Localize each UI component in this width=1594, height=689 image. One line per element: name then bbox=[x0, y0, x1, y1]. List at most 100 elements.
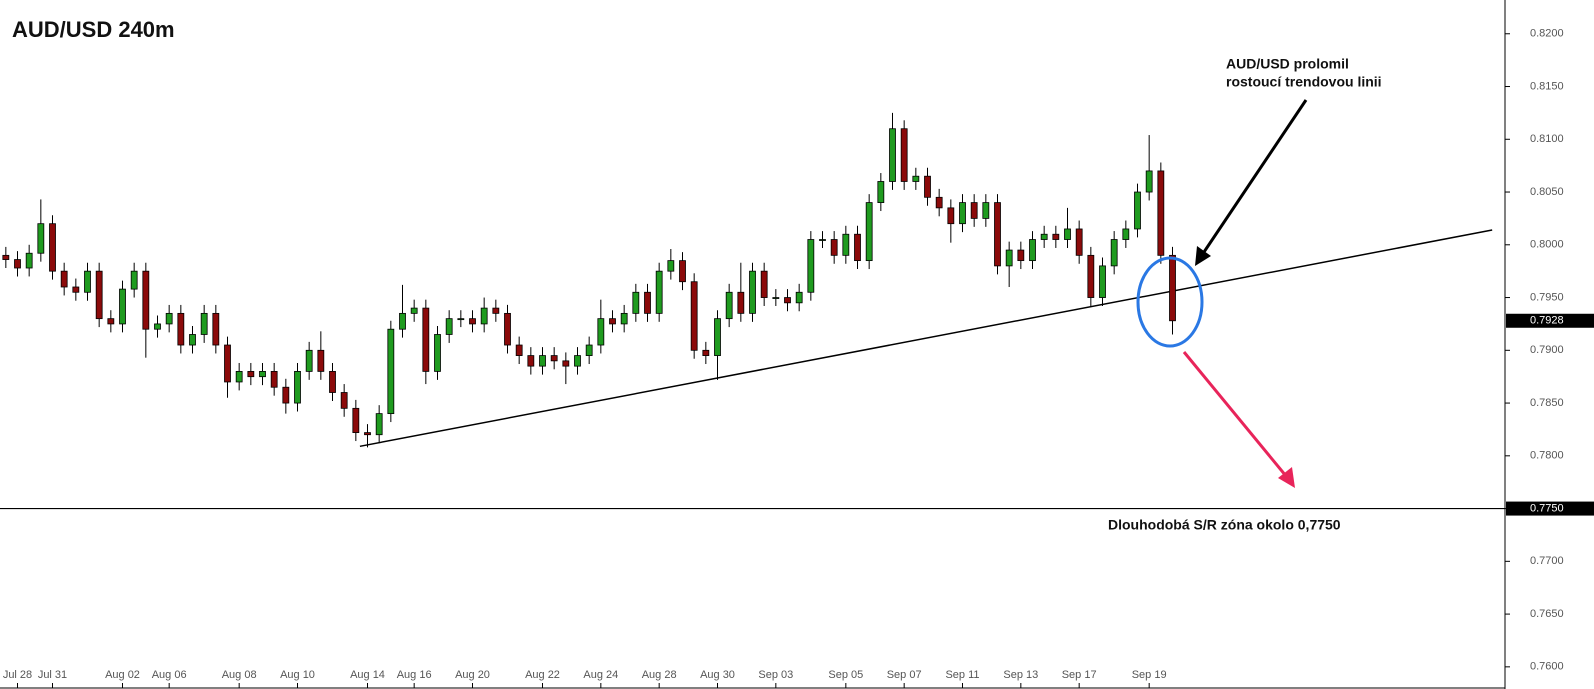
candle-body bbox=[1017, 249, 1025, 262]
y-tick-label: 0.7950 bbox=[1530, 291, 1564, 303]
candle-body bbox=[807, 239, 815, 293]
candle-body bbox=[970, 202, 978, 219]
candle-body bbox=[60, 270, 68, 288]
candle-body bbox=[130, 270, 138, 290]
candle-body bbox=[95, 270, 103, 320]
candle-body bbox=[270, 371, 278, 388]
candle-body bbox=[2, 254, 10, 260]
candle-body bbox=[1064, 228, 1071, 240]
x-tick-label: Sep 07 bbox=[887, 669, 922, 681]
x-tick-label: Aug 02 bbox=[105, 669, 140, 681]
candle-body bbox=[352, 407, 360, 434]
candle-body bbox=[480, 307, 488, 325]
candle-body bbox=[749, 270, 756, 314]
x-tick-label: Sep 05 bbox=[828, 669, 863, 681]
black-arrow bbox=[1200, 99, 1308, 256]
candle-body bbox=[1134, 191, 1141, 230]
candle-body bbox=[1075, 228, 1083, 256]
candle-body bbox=[562, 360, 570, 367]
candle-body bbox=[632, 291, 640, 314]
candle-body bbox=[935, 196, 943, 209]
y-tick-label: 0.8050 bbox=[1530, 186, 1564, 198]
y-tick-label: 0.7600 bbox=[1530, 661, 1564, 673]
candle-body bbox=[200, 312, 208, 335]
candle-body bbox=[1087, 254, 1095, 298]
candle-body bbox=[107, 318, 115, 325]
y-tick-label: 0.8200 bbox=[1530, 28, 1564, 40]
candle-body bbox=[49, 223, 56, 272]
candle-body bbox=[224, 344, 231, 383]
candle-body bbox=[305, 349, 313, 372]
candle-body bbox=[364, 432, 371, 436]
candle-body bbox=[1029, 239, 1036, 262]
candle-body bbox=[982, 202, 990, 219]
annotation: AUD/USD prolomil bbox=[1226, 56, 1349, 72]
candle-body bbox=[819, 239, 826, 241]
candle-body bbox=[504, 312, 511, 346]
candle-body bbox=[410, 307, 418, 314]
candle-body bbox=[644, 291, 651, 314]
y-tick-label: 0.7850 bbox=[1530, 397, 1564, 409]
chart-title: AUD/USD 240m bbox=[12, 17, 175, 42]
y-tick-label: 0.7800 bbox=[1530, 450, 1564, 462]
candle-body bbox=[329, 371, 336, 393]
candle-body bbox=[1122, 228, 1130, 240]
x-tick-label: Sep 11 bbox=[945, 669, 979, 681]
red-arrow bbox=[1182, 351, 1288, 477]
x-tick-label: Aug 30 bbox=[700, 669, 735, 681]
x-tick-label: Aug 28 bbox=[642, 669, 677, 681]
candle-body bbox=[25, 252, 33, 269]
x-tick-label: Jul 31 bbox=[38, 669, 67, 681]
x-tick-label: Jul 28 bbox=[3, 669, 32, 681]
candle-body bbox=[690, 281, 698, 351]
candle-body bbox=[37, 223, 45, 254]
x-tick-label: Aug 06 bbox=[152, 669, 187, 681]
candle-body bbox=[714, 318, 721, 356]
candle-body bbox=[189, 334, 196, 346]
annotation: rostoucí trendovou linii bbox=[1226, 74, 1382, 90]
candle-body bbox=[994, 202, 1001, 267]
candle-body bbox=[259, 371, 266, 378]
candle-body bbox=[154, 323, 161, 330]
candle-body bbox=[550, 355, 558, 362]
candle-body bbox=[235, 371, 243, 383]
y-tick-label: 0.7700 bbox=[1530, 555, 1564, 567]
y-tick-label: 0.8150 bbox=[1530, 80, 1564, 92]
candle-body bbox=[574, 355, 581, 367]
candle-body bbox=[177, 312, 185, 346]
candle-body bbox=[1099, 265, 1106, 298]
candle-body bbox=[340, 392, 348, 409]
candle-body bbox=[422, 307, 430, 372]
candle-body bbox=[725, 291, 733, 320]
x-tick-label: Aug 10 bbox=[280, 669, 315, 681]
candle-body bbox=[784, 297, 791, 304]
candle-body bbox=[959, 202, 966, 225]
candle-body bbox=[1157, 170, 1165, 256]
candle-body bbox=[539, 355, 546, 367]
candle-body bbox=[469, 318, 476, 325]
candle-body bbox=[830, 239, 838, 256]
candle-body bbox=[900, 128, 908, 182]
candle-body bbox=[1005, 249, 1013, 267]
candle-body bbox=[655, 270, 663, 314]
candle-body bbox=[609, 318, 616, 325]
candle-body bbox=[282, 386, 290, 404]
y-tick-label: 0.8100 bbox=[1530, 133, 1564, 145]
candle-body bbox=[294, 371, 301, 404]
x-tick-label: Aug 16 bbox=[397, 669, 432, 681]
y-tick-label: 0.7900 bbox=[1530, 344, 1564, 356]
x-tick-label: Aug 08 bbox=[222, 669, 257, 681]
x-tick-label: Aug 22 bbox=[525, 669, 560, 681]
x-tick-label: Aug 24 bbox=[583, 669, 618, 681]
candle-body bbox=[142, 270, 150, 330]
candle-body bbox=[865, 202, 873, 262]
y-tick-label: 0.8000 bbox=[1530, 239, 1564, 251]
candle-body bbox=[387, 328, 395, 415]
candle-body bbox=[515, 344, 523, 356]
candle-body bbox=[72, 286, 80, 293]
candle-body bbox=[434, 334, 441, 372]
candle-body bbox=[889, 128, 896, 182]
